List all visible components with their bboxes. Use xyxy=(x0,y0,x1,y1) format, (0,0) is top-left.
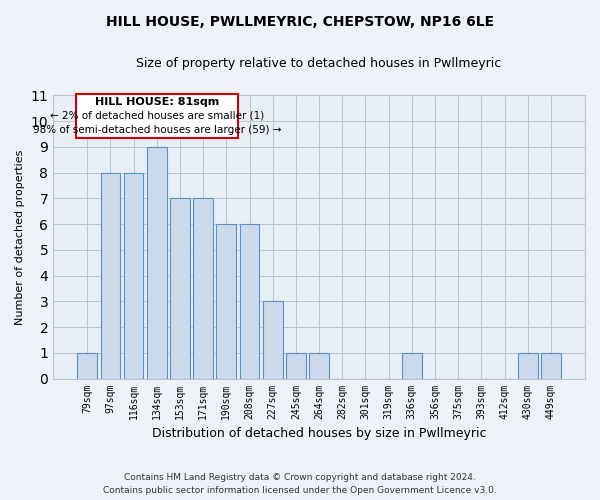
Bar xyxy=(101,172,120,378)
Bar xyxy=(541,353,561,378)
Text: HILL HOUSE: 81sqm: HILL HOUSE: 81sqm xyxy=(95,96,219,106)
Bar xyxy=(170,198,190,378)
Bar xyxy=(217,224,236,378)
Bar xyxy=(193,198,213,378)
Bar xyxy=(286,353,306,378)
Bar xyxy=(263,302,283,378)
Text: 98% of semi-detached houses are larger (59) →: 98% of semi-detached houses are larger (… xyxy=(32,125,281,135)
FancyBboxPatch shape xyxy=(76,94,238,138)
Bar xyxy=(239,224,259,378)
Text: Contains HM Land Registry data © Crown copyright and database right 2024.
Contai: Contains HM Land Registry data © Crown c… xyxy=(103,474,497,495)
Text: HILL HOUSE, PWLLMEYRIC, CHEPSTOW, NP16 6LE: HILL HOUSE, PWLLMEYRIC, CHEPSTOW, NP16 6… xyxy=(106,15,494,29)
Bar xyxy=(402,353,422,378)
Text: ← 2% of detached houses are smaller (1): ← 2% of detached houses are smaller (1) xyxy=(50,111,264,121)
Bar xyxy=(309,353,329,378)
Bar xyxy=(124,172,143,378)
Y-axis label: Number of detached properties: Number of detached properties xyxy=(15,149,25,324)
X-axis label: Distribution of detached houses by size in Pwllmeyric: Distribution of detached houses by size … xyxy=(152,427,487,440)
Bar xyxy=(77,353,97,378)
Title: Size of property relative to detached houses in Pwllmeyric: Size of property relative to detached ho… xyxy=(136,58,502,70)
Bar xyxy=(147,147,167,378)
Bar xyxy=(518,353,538,378)
